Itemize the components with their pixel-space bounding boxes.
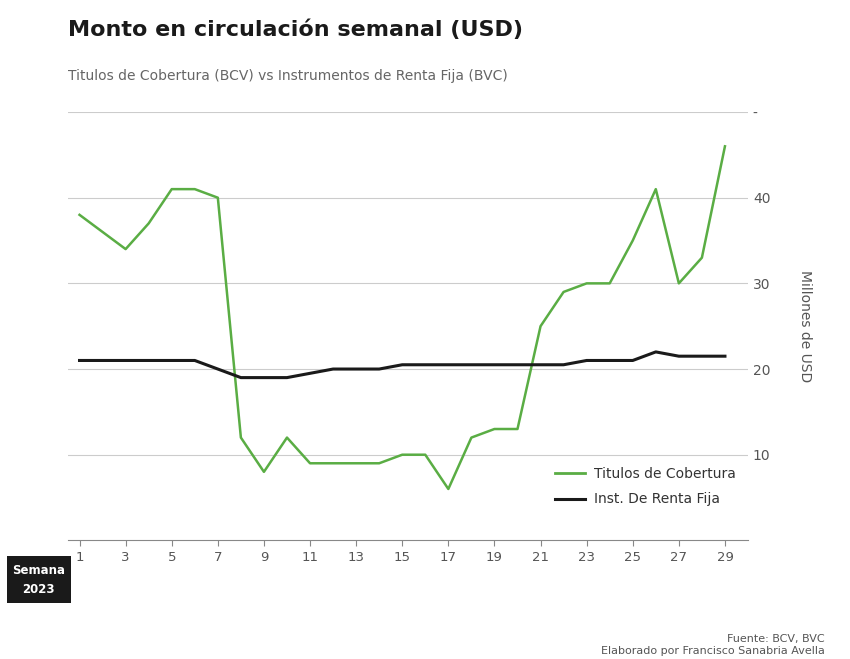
- Text: Fuente: BCV, BVC
Elaborado por Francisco Sanabria Avella: Fuente: BCV, BVC Elaborado por Francisco…: [601, 634, 824, 656]
- Text: Titulos de Cobertura (BCV) vs Instrumentos de Renta Fija (BVC): Titulos de Cobertura (BCV) vs Instrument…: [68, 69, 507, 83]
- Legend: Titulos de Cobertura, Inst. De Renta Fija: Titulos de Cobertura, Inst. De Renta Fij…: [549, 462, 741, 512]
- Y-axis label: Millones de USD: Millones de USD: [798, 270, 813, 382]
- Text: 2023: 2023: [22, 583, 55, 596]
- Text: Monto en circulación semanal (USD): Monto en circulación semanal (USD): [68, 20, 523, 40]
- Text: Semana: Semana: [12, 564, 65, 577]
